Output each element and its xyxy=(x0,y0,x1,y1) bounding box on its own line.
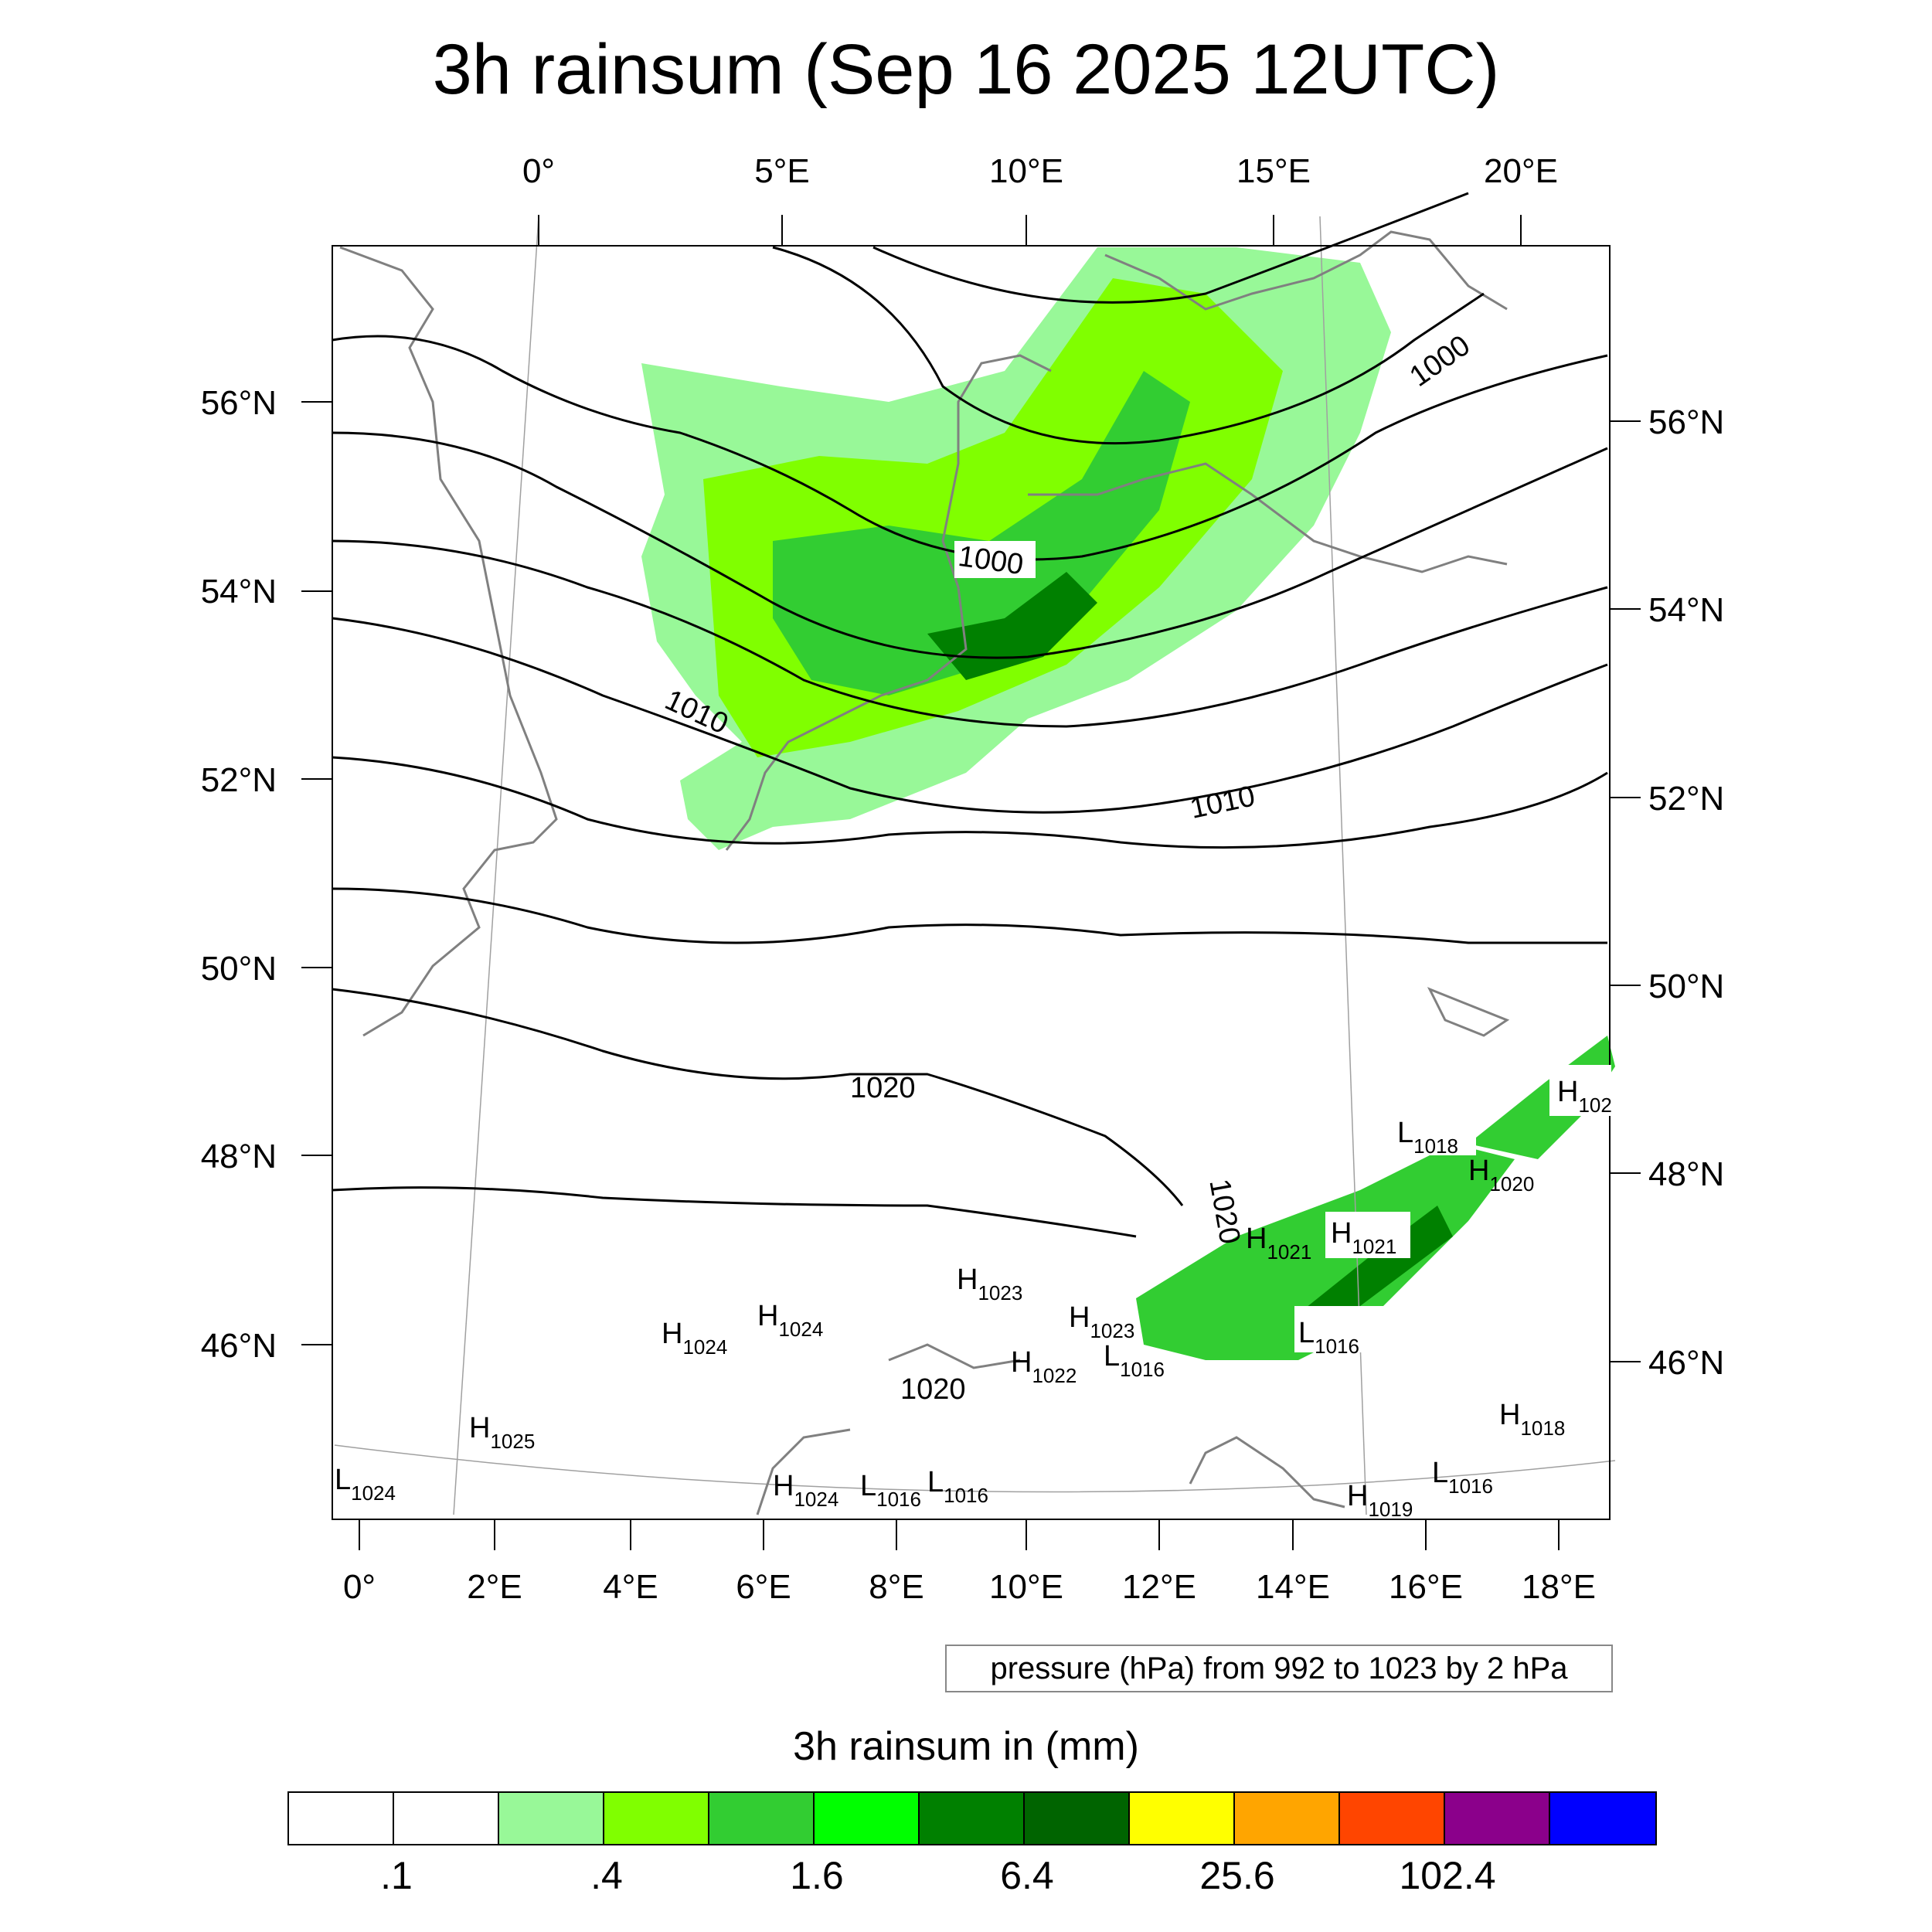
lon-label-bottom: 0° xyxy=(343,1568,376,1606)
lon-label-top: 15°E xyxy=(1236,152,1311,190)
low-pressure-label: L1016 xyxy=(1298,1317,1359,1358)
lon-label-bottom: 12°E xyxy=(1122,1568,1196,1606)
low-pressure-label: L1024 xyxy=(335,1464,396,1505)
lat-label-left: 54°N xyxy=(201,573,277,611)
lon-label-bottom: 10°E xyxy=(989,1568,1063,1606)
high-pressure-label: H1019 xyxy=(1347,1480,1413,1521)
colorbar-swatch xyxy=(1130,1793,1235,1844)
colorbar-swatch xyxy=(1550,1793,1655,1844)
lon-label-bottom: 2°E xyxy=(467,1568,522,1606)
colorbar-label: 6.4 xyxy=(1000,1854,1054,1897)
colorbar-label: .1 xyxy=(380,1854,413,1897)
graticule xyxy=(334,216,1616,1515)
colorbar-label: 25.6 xyxy=(1199,1854,1275,1897)
low-pressure-label: L1018 xyxy=(1397,1117,1458,1158)
isobar-label: 1020 xyxy=(850,1072,916,1104)
lon-label-bottom: 18°E xyxy=(1522,1568,1596,1606)
contour-info-box: pressure (hPa) from 992 to 1023 by 2 hPa xyxy=(945,1645,1613,1692)
colorbar-title: 3h rainsum in (mm) xyxy=(793,1724,1139,1769)
high-pressure-label: H1023 xyxy=(957,1264,1022,1304)
lon-label-top: 20°E xyxy=(1484,152,1558,190)
lon-label-top: 10°E xyxy=(989,152,1063,190)
lon-label-top: 5°E xyxy=(754,152,809,190)
lon-label-bottom: 6°E xyxy=(736,1568,791,1606)
high-pressure-label: H1024 xyxy=(662,1318,727,1359)
low-pressure-label: L1016 xyxy=(927,1466,988,1507)
colorbar-swatch xyxy=(1445,1793,1550,1844)
pressure-centers: H102 L1018 H1020 H1021 H1021 H1023 H1024… xyxy=(335,1065,1612,1521)
lat-label-right: 50°N xyxy=(1648,968,1724,1005)
lat-label-left: 56°N xyxy=(201,384,277,422)
high-pressure-label: H1025 xyxy=(469,1412,535,1453)
high-pressure-label: H1021 xyxy=(1246,1223,1311,1264)
high-pressure-label: H1018 xyxy=(1499,1399,1565,1440)
colorbar-swatch xyxy=(499,1793,604,1844)
colorbar-label: 102.4 xyxy=(1399,1854,1496,1897)
isobar-label: 1020 xyxy=(1202,1177,1246,1247)
right-latitude-labels: 56°N 54°N 52°N 50°N 48°N 46°N xyxy=(1648,403,1724,1382)
low-pressure-label: L1016 xyxy=(860,1470,921,1511)
lon-label-bottom: 14°E xyxy=(1256,1568,1330,1606)
lon-label-top: 0° xyxy=(522,152,555,190)
axis-ticks xyxy=(301,215,1641,1550)
isobar-label: 1010 xyxy=(1187,780,1257,825)
lat-label-right: 46°N xyxy=(1648,1344,1724,1382)
lon-label-bottom: 4°E xyxy=(603,1568,658,1606)
colorbar xyxy=(287,1791,1657,1845)
high-pressure-label: H1024 xyxy=(773,1470,838,1511)
lat-label-right: 48°N xyxy=(1648,1155,1724,1193)
isobars xyxy=(332,192,1608,1238)
colorbar-swatch xyxy=(1235,1793,1340,1844)
lat-label-right: 54°N xyxy=(1648,591,1724,629)
low-pressure-label: L1016 xyxy=(1104,1340,1165,1381)
colorbar-swatch xyxy=(1340,1793,1445,1844)
lon-label-bottom: 16°E xyxy=(1389,1568,1463,1606)
colorbar-label: 1.6 xyxy=(790,1854,844,1897)
high-pressure-label: H1022 xyxy=(1011,1346,1077,1387)
high-pressure-label: H1021 xyxy=(1331,1217,1396,1258)
lat-label-left: 50°N xyxy=(201,950,277,988)
high-pressure-label: H1023 xyxy=(1069,1301,1134,1342)
bottom-longitude-labels: 0° 2°E 4°E 6°E 8°E 10°E 12°E 14°E 16°E 1… xyxy=(343,1568,1596,1606)
high-pressure-label: H102 xyxy=(1557,1076,1612,1117)
lat-label-left: 52°N xyxy=(201,761,277,799)
rain-area-alps-core xyxy=(1298,1206,1453,1329)
isobar-label: 1020 xyxy=(900,1373,966,1406)
high-pressure-label: H1024 xyxy=(757,1300,823,1341)
rain-field xyxy=(641,247,1615,1360)
colorbar-swatch xyxy=(604,1793,709,1844)
rain-area-moderate xyxy=(703,278,1283,757)
lat-label-right: 56°N xyxy=(1648,403,1724,441)
lon-label-bottom: 8°E xyxy=(869,1568,923,1606)
map-title: 3h rainsum (Sep 16 2025 12UTC) xyxy=(432,30,1500,109)
low-pressure-label: L1016 xyxy=(1432,1457,1493,1498)
colorbar-swatch xyxy=(920,1793,1025,1844)
colorbar-swatch xyxy=(709,1793,815,1844)
lat-label-left: 48°N xyxy=(201,1138,277,1175)
coastlines xyxy=(339,230,1510,1515)
colorbar-swatch xyxy=(394,1793,499,1844)
map-frame xyxy=(332,245,1611,1520)
lat-label-right: 52°N xyxy=(1648,780,1724,818)
top-longitude-labels: 0° 5°E 10°E 15°E 20°E xyxy=(522,152,1558,190)
lat-label-left: 46°N xyxy=(201,1327,277,1365)
left-latitude-labels: 56°N 54°N 52°N 50°N 48°N 46°N xyxy=(201,384,277,1365)
colorbar-swatch xyxy=(1025,1793,1130,1844)
colorbar-label: .4 xyxy=(590,1854,623,1897)
colorbar-swatch xyxy=(289,1793,394,1844)
colorbar-swatch xyxy=(815,1793,920,1844)
rain-area-strong xyxy=(773,371,1190,696)
high-pressure-label: H1020 xyxy=(1468,1155,1534,1196)
rain-area-heavy xyxy=(927,572,1097,680)
